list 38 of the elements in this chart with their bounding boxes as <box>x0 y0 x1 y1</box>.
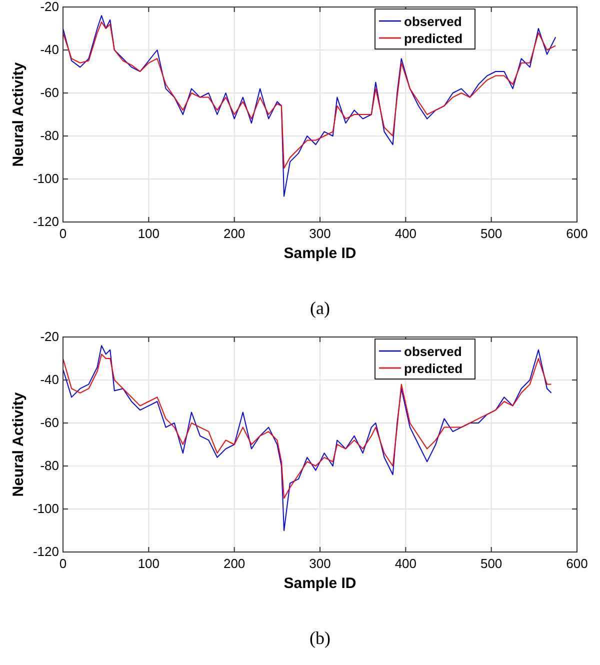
text: (a) <box>310 298 330 318</box>
x-tick-label: 200 <box>223 226 246 241</box>
x-tick-label: 300 <box>309 226 331 241</box>
y-tick-label: -60 <box>40 415 59 430</box>
x-tick-label: 500 <box>480 556 502 571</box>
legend-label: predicted <box>404 31 463 46</box>
y-axis-title: Neural Activity <box>10 62 27 167</box>
y-tick-label: -80 <box>40 128 59 143</box>
legend-label: observed <box>404 344 462 359</box>
y-tick-label: -60 <box>40 85 59 100</box>
y-tick-label: -100 <box>32 501 59 516</box>
x-tick-label: 500 <box>480 226 502 241</box>
y-tick-label: -40 <box>40 42 59 57</box>
text: (b) <box>310 628 330 648</box>
line-series <box>62 345 552 531</box>
x-tick-label: 600 <box>566 226 588 241</box>
x-tick-label: 300 <box>309 556 331 571</box>
y-tick-label: -80 <box>40 458 59 473</box>
line-series <box>62 15 556 197</box>
x-tick-label: 200 <box>223 556 246 571</box>
y-tick-label: -120 <box>32 214 59 229</box>
legend-label: predicted <box>404 361 463 376</box>
x-tick-label: 400 <box>394 226 417 241</box>
legend-label: observed <box>404 14 462 29</box>
y-tick-label: -20 <box>40 329 59 344</box>
x-axis-title: Sample ID <box>284 575 356 592</box>
x-axis-title: Sample ID <box>284 245 356 262</box>
y-tick-label: -20 <box>40 0 59 14</box>
x-tick-label: 100 <box>138 556 160 571</box>
x-tick-label: 0 <box>59 556 67 571</box>
y-tick-label: -120 <box>32 544 59 559</box>
x-tick-label: 0 <box>59 226 67 241</box>
y-tick-label: -40 <box>40 372 59 387</box>
x-tick-label: 100 <box>138 226 160 241</box>
y-axis-title: Neural Activity <box>10 392 27 497</box>
y-tick-label: -100 <box>32 171 59 186</box>
x-tick-label: 400 <box>394 556 417 571</box>
x-tick-label: 600 <box>566 556 588 571</box>
